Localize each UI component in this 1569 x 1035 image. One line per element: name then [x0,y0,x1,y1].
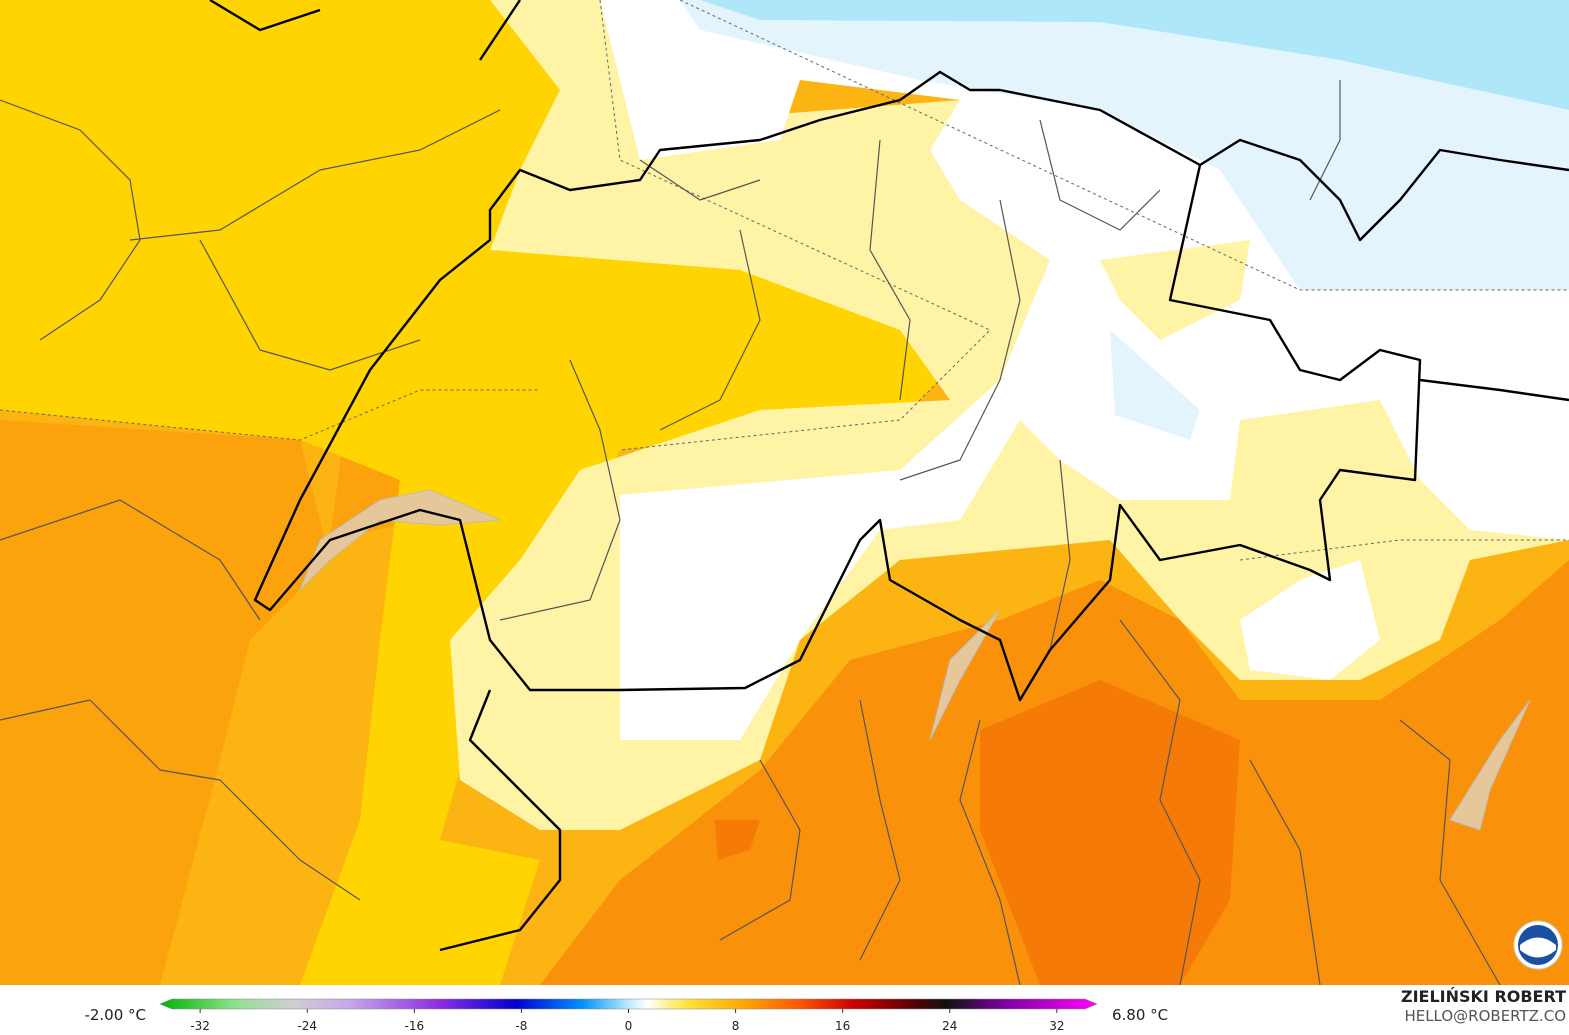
warm-region [980,680,1240,985]
max-value-label: 6.80 °C [1112,1006,1168,1024]
credit-email: HELLO@ROBERTZ.CO [1404,1007,1566,1025]
noaa-logo [1513,920,1563,970]
colorbar-tick-label: -32 [190,1019,210,1033]
credit-name: ZIELIŃSKI ROBERT [1401,987,1566,1006]
colorbar-tick-label: -16 [405,1019,425,1033]
white-region [1240,560,1380,680]
credit: ZIELIŃSKI ROBERT HELLO@ROBERTZ.CO [1401,987,1566,1025]
cold-region [1110,330,1200,440]
lake [1449,699,1531,831]
colorbar-tick-label: 0 [625,1019,633,1033]
logo-bird [1520,937,1556,958]
min-value-label: -2.00 °C [84,1006,146,1024]
contour-line [0,0,1569,561]
map [0,0,1569,985]
lake [929,609,1001,741]
pale-region [1100,240,1250,340]
country-border [253,70,1422,702]
colorbar-scale: -32 -24 -16 -8 0 8 16 24 32 [159,998,1098,1033]
country-border [209,0,1569,952]
lake [299,489,501,591]
orange-region [0,420,330,985]
colorbar-tick-label: -24 [297,1019,317,1033]
colorbar-tick-label: -8 [515,1019,527,1033]
colorbar-tick-label: 32 [1049,1019,1064,1033]
warm-region [715,820,760,860]
colorbar-tick-label: 8 [732,1019,740,1033]
colorbar: -2.00 °C 6.80 °C -32 -24 -16 -8 0 8 16 24 32 [84,998,1168,1033]
admin-border [0,80,1501,985]
colorbar-tick-label: 16 [835,1019,850,1033]
sea [700,0,1569,110]
colorbar-body [159,998,1098,1010]
cold-region [680,0,1569,290]
colorbar-tick-label: 24 [942,1019,957,1033]
